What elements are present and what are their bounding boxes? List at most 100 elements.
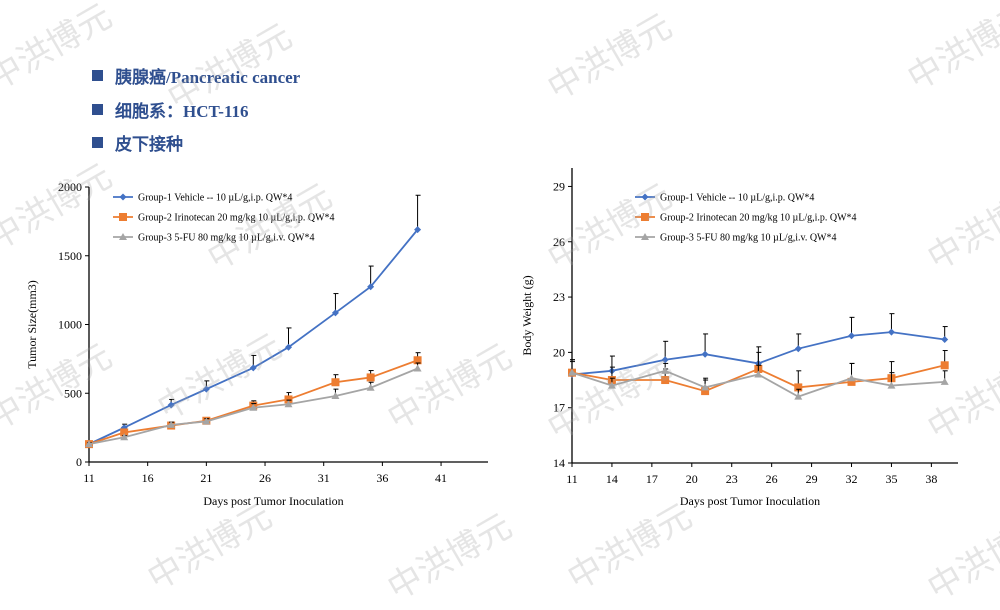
x-tick-label: 41 [435,471,447,485]
data-point [284,400,293,408]
data-point [413,364,422,372]
data-point [367,283,375,291]
y-tick-label: 2000 [58,180,82,194]
data-point [794,392,803,400]
legend-label: Group-1 Vehicle -- 10 µL/g,i.p. QW*4 [660,193,814,204]
x-tick-label: 16 [142,471,154,485]
data-point [202,385,210,393]
x-tick-label: 38 [925,472,937,486]
bullet-inoculation: 皮下接种 [92,130,183,155]
series-1 [85,194,422,448]
y-tick-label: 1500 [58,249,82,263]
data-point [701,387,710,396]
data-point [887,381,896,389]
legend-label: Group-2 Irinotecan 20 mg/kg 10 µL/g,i.p.… [138,213,335,224]
data-point [754,370,763,378]
x-tick-label: 21 [200,471,212,485]
y-tick-label: 1000 [58,318,82,332]
y-tick-label: 20 [553,345,565,359]
legend-label: Group-3 5-FU 80 mg/kg 10 µL/g,i.v. QW*4 [660,233,837,244]
data-point [167,420,176,428]
legend-label: Group-1 Vehicle -- 10 µL/g,i.p. QW*4 [138,193,292,204]
data-point [202,417,211,425]
data-point [331,392,340,399]
x-tick-label: 14 [606,472,618,486]
data-point [940,361,949,370]
data-point [119,193,127,201]
bullet-square-icon [92,137,103,148]
bullet-square-icon [92,70,103,81]
data-point [847,374,856,382]
data-point [120,428,129,437]
data-point [413,356,422,365]
y-axis-label: Body Weight (g) [520,275,534,355]
data-point [847,377,856,386]
data-point [848,332,856,340]
data-point [607,381,616,389]
data-point [941,335,949,343]
x-tick-label: 31 [318,471,330,485]
data-point [661,376,670,385]
data-point [661,356,669,364]
bullet-cancer-type: 胰腺癌/Pancreatic cancer [92,63,300,88]
data-point [414,226,422,234]
x-tick-label: 20 [686,472,698,486]
legend-label: Group-3 5-FU 80 mg/kg 10 µL/g,i.v. QW*4 [138,233,315,244]
data-point [366,383,375,391]
data-point [119,213,127,221]
series-3 [568,361,949,400]
x-tick-label: 29 [806,472,818,486]
y-tick-label: 17 [553,401,565,415]
data-point [940,377,949,385]
y-tick-label: 23 [553,290,565,304]
y-tick-label: 29 [553,179,565,193]
data-point [794,345,802,353]
data-point [331,378,340,387]
data-point [284,395,293,404]
data-point [285,343,292,351]
data-point [85,440,93,448]
data-point [887,328,895,336]
x-tick-label: 32 [846,472,858,486]
y-tick-label: 500 [64,386,82,400]
x-axis-label: Days post Tumor Inoculation [680,494,820,508]
bullet-text: 细胞系：HCT-116 [115,102,249,121]
y-axis-label: Tumor Size(mm3) [25,280,39,369]
x-tick-label: 26 [259,471,271,485]
data-point [167,401,175,409]
data-point [568,368,576,376]
x-tick-label: 26 [766,472,778,486]
data-point [249,403,258,411]
data-point [641,193,649,201]
bullet-text: 胰腺癌/Pancreatic cancer [115,68,301,87]
x-tick-label: 11 [566,472,578,486]
series-line [88,229,419,445]
x-tick-label: 11 [83,471,95,485]
x-tick-label: 17 [646,472,658,486]
y-tick-label: 26 [553,235,565,249]
x-tick-label: 36 [376,471,388,485]
x-axis-label: Days post Tumor Inoculation [203,494,343,508]
data-point [119,233,127,240]
series-3 [85,362,422,448]
data-point [249,364,257,372]
bullet-text: 皮下接种 [115,135,183,154]
legend-label: Group-2 Irinotecan 20 mg/kg 10 µL/g,i.p.… [660,213,857,224]
y-tick-label: 0 [76,455,82,469]
chart-1: 11 16 21 26 31 36 41 0 500 1000 1500 2000 Days post … [25,180,488,508]
data-point [331,309,339,317]
data-point [120,433,129,441]
bullet-cell-line: 细胞系：HCT-116 [92,97,249,122]
data-point [701,383,710,391]
data-point [366,373,375,382]
bullet-square-icon [92,104,103,115]
x-tick-label: 23 [726,472,738,486]
data-point [701,350,709,358]
charts: 11 16 21 26 31 36 41 0 500 1000 1500 2000 Days post … [25,168,958,508]
data-point [661,366,670,374]
data-point [794,383,803,392]
data-point [641,213,649,221]
y-tick-label: 14 [553,456,565,470]
data-point [641,233,649,240]
